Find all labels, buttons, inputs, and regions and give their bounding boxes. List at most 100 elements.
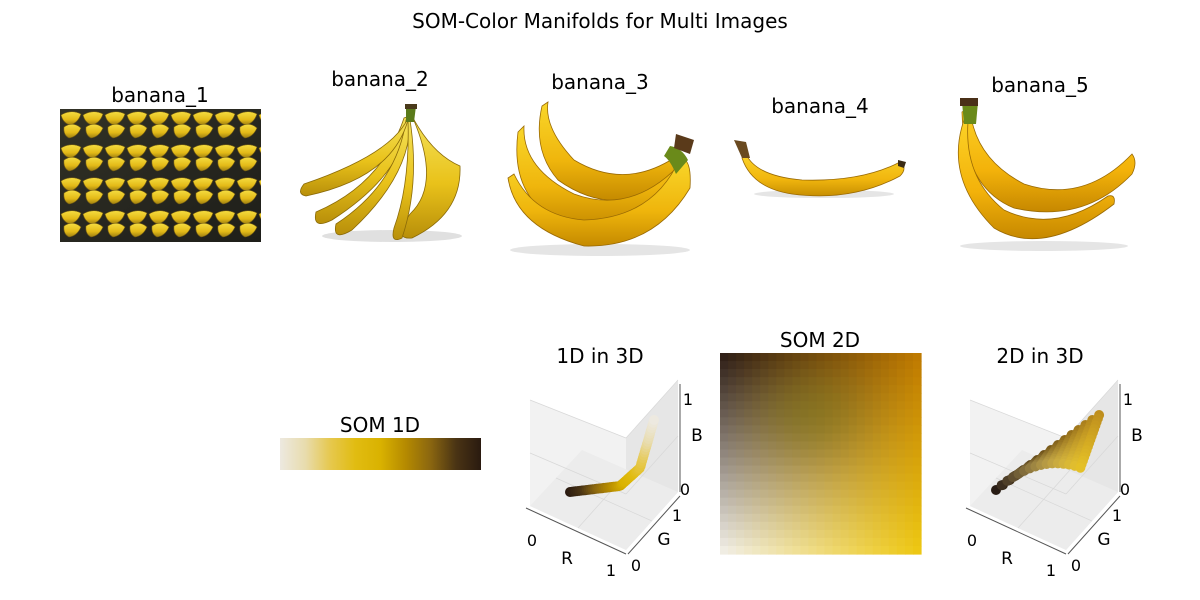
som-2d-cell — [744, 537, 753, 547]
som-2d-cell — [720, 385, 729, 394]
som-2d-cell — [760, 369, 769, 378]
som-2d-cell — [736, 505, 745, 515]
som-2d-cell — [840, 457, 850, 467]
som-2d-cell — [904, 361, 914, 370]
som-2d-cell — [800, 449, 810, 459]
som-2d-cell — [872, 409, 882, 418]
som-2d-cell — [880, 537, 890, 547]
som-2d-cell — [824, 361, 834, 370]
som-2d-cell — [808, 449, 818, 459]
som-2d-cell — [904, 401, 914, 410]
som-2d-cell — [880, 505, 890, 515]
som-2d-cell — [752, 401, 761, 410]
som-2d-cell — [824, 465, 834, 475]
som-2d-cell — [888, 513, 898, 523]
som-2d-cell — [912, 417, 922, 426]
som-2d-cell — [888, 441, 898, 451]
som-2d-cell — [816, 473, 826, 483]
som-2d-cell — [896, 457, 906, 467]
som-2d-cell — [904, 425, 914, 434]
som-2d-cell — [784, 505, 793, 515]
som-2d-cell — [744, 409, 753, 418]
som-2d-cell — [728, 417, 737, 426]
som-2d-cell — [848, 497, 858, 507]
som-2d-cell — [808, 497, 818, 507]
som-2d-cell — [872, 529, 882, 539]
som-2d-cell — [768, 497, 777, 507]
som-2d-cell — [872, 497, 882, 507]
som-2d-cell — [904, 409, 914, 418]
banana-pair-icon — [957, 98, 1136, 251]
som-2d-cell — [776, 521, 785, 531]
som-2d-cell — [720, 401, 729, 410]
som-2d-cell — [832, 449, 842, 459]
som-2d-cell — [728, 457, 737, 467]
som-2d-cell — [888, 433, 898, 443]
som-2d-cell — [880, 409, 890, 418]
som-2d-cell — [720, 425, 729, 434]
som-2d-cell — [760, 401, 769, 410]
som-2d-cell — [872, 425, 882, 434]
som-2d-cell — [744, 369, 753, 378]
som-2d-cell — [824, 417, 834, 426]
som-2d-cell — [784, 377, 793, 386]
som-2d-cell — [864, 361, 874, 370]
som-2d-cell — [768, 369, 777, 378]
som-2d-cell — [912, 473, 922, 483]
som-2d-cell — [808, 457, 818, 467]
som-2d-cell — [808, 353, 818, 362]
som-2d-cell — [744, 489, 753, 499]
som-1d-curve — [565, 415, 659, 497]
som-2d-cell — [896, 481, 906, 491]
som-2d-cell — [880, 545, 890, 555]
som-2d-cell — [864, 449, 874, 459]
som-2d-cell — [728, 545, 737, 555]
som-2d-cell — [752, 497, 761, 507]
som-2d-cell — [752, 545, 761, 555]
som-2d-cell — [776, 377, 785, 386]
som-2d-cell — [872, 513, 882, 523]
som-2d-cell — [864, 409, 874, 418]
som-2d-cell — [768, 441, 777, 451]
som-2d-cell — [856, 361, 866, 370]
som-2d-cell — [736, 393, 745, 402]
som-2d-cell — [896, 497, 906, 507]
som-2d-cell — [760, 449, 769, 459]
som-2d-cell — [800, 393, 810, 402]
som-2d-cell — [808, 545, 818, 555]
som-2d-cell — [736, 457, 745, 467]
som-2d-cell — [728, 449, 737, 459]
som-2d-cell — [840, 545, 850, 555]
som-2d-cell — [784, 513, 793, 523]
som-2d-cell — [816, 449, 826, 459]
som-2d-cell — [816, 497, 826, 507]
som-2d-cell — [848, 385, 858, 394]
som-2d-cell — [792, 393, 801, 402]
som-2d-cell — [816, 545, 826, 555]
som-2d-cell — [888, 497, 898, 507]
som-2d-cell — [752, 425, 761, 434]
som-2d-cell — [808, 377, 818, 386]
som-2d-cell — [744, 505, 753, 515]
som-2d-cell — [720, 513, 729, 523]
b-tick-0: 0 — [679, 480, 691, 499]
som-2d-cell — [776, 529, 785, 539]
som-2d-cell — [848, 473, 858, 483]
som-2d-cell — [856, 489, 866, 499]
b-tick-0: 0 — [1119, 480, 1131, 499]
som-2d-cell — [848, 425, 858, 434]
som-2d-cell — [776, 385, 785, 394]
som-2d-cell — [800, 489, 810, 499]
som-2d-cell — [832, 457, 842, 467]
som-2d-cell — [728, 473, 737, 483]
som-2d-cell — [880, 369, 890, 378]
som-2d-cell — [752, 521, 761, 531]
som-2d-cell — [848, 369, 858, 378]
som-2d-cell — [752, 393, 761, 402]
som-2d-cell — [832, 497, 842, 507]
b-tick-1: 1 — [682, 390, 694, 409]
som-2d-cell — [776, 505, 785, 515]
som-2d-cell — [776, 473, 785, 483]
som-2d-cell — [776, 409, 785, 418]
som-2d-cell — [872, 393, 882, 402]
